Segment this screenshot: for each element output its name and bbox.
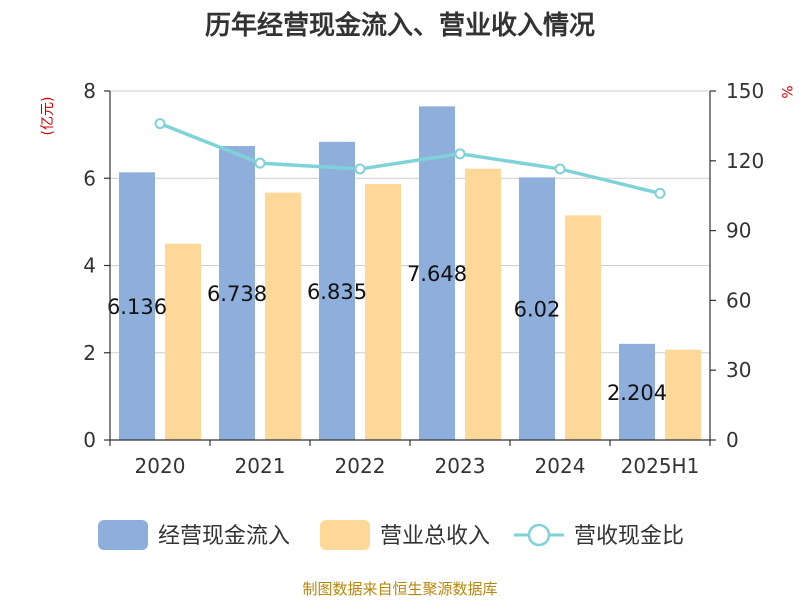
data-label: 6.02 [514, 298, 561, 322]
bar-经营现金流入 [119, 172, 155, 440]
left-tick-label: 8 [83, 79, 96, 103]
x-tick-label: 2024 [535, 454, 586, 478]
ratio-line-path [159, 121, 661, 196]
legend-label: 营收现金比 [574, 524, 684, 549]
bar-经营现金流入 [419, 106, 455, 440]
left-tick-label: 6 [83, 166, 96, 190]
legend-swatch [98, 520, 148, 550]
data-label: 6.738 [207, 282, 267, 306]
bar-经营现金流入 [319, 141, 355, 440]
right-tick-label: 120 [726, 149, 764, 173]
x-tick-label: 2021 [235, 454, 286, 478]
left-tick-label: 2 [83, 341, 96, 365]
data-label: 2.204 [607, 381, 667, 405]
x-tick-label: 2025H1 [621, 454, 700, 478]
ratio-line [154, 118, 666, 199]
x-tick-label: 2023 [435, 454, 486, 478]
bar-经营现金流入 [619, 343, 655, 440]
legend-label: 经营现金流入 [158, 524, 290, 549]
left-tick-label: 4 [83, 254, 96, 278]
bar-营业总收入 [465, 168, 501, 440]
right-tick-label: 150 [726, 79, 764, 103]
axes: 0 2 4 6 8 0 30 60 90 120 150 2020 2021 2022 2023 2024 20… [83, 79, 764, 478]
bar-经营现金流入 [219, 146, 255, 440]
bar-营业总收入 [665, 349, 701, 440]
x-tick-label: 2022 [335, 454, 386, 478]
left-tick-label: 0 [83, 428, 96, 452]
right-axis-unit: % [778, 85, 794, 98]
ratio-point [354, 163, 366, 175]
source-note: 制图数据来自恒生聚源数据库 [302, 580, 497, 598]
ratio-point [654, 187, 666, 199]
gridlines [110, 90, 710, 354]
data-label: 6.835 [307, 280, 367, 304]
data-labels: 6.136 6.738 6.835 7.648 6.02 2.204 [107, 262, 667, 405]
right-tick-label: 90 [726, 219, 751, 243]
x-tick-label: 2020 [135, 454, 186, 478]
right-tick-label: 60 [726, 288, 751, 312]
bar-营业总收入 [565, 215, 601, 440]
bar-营业总收入 [265, 192, 301, 440]
bar-营业总收入 [365, 183, 401, 440]
data-label: 7.648 [407, 262, 467, 286]
legend: 经营现金流入 营业总收入 营收现金比 [98, 520, 684, 550]
legend-marker [527, 523, 551, 547]
chart-title: 历年经营现金流入、营业收入情况 [205, 10, 595, 41]
bars [119, 106, 701, 440]
right-tick-label: 30 [726, 358, 751, 382]
ratio-point [454, 148, 466, 160]
ratio-point [254, 157, 266, 169]
right-tick-label: 0 [726, 428, 739, 452]
left-axis-unit: (亿元) [40, 97, 56, 136]
legend-label: 营业总收入 [380, 524, 490, 549]
ratio-point [554, 163, 566, 175]
ratio-point [154, 118, 166, 130]
legend-swatch [320, 520, 370, 550]
bar-营业总收入 [165, 243, 201, 440]
bar-经营现金流入 [519, 177, 555, 440]
data-label: 6.136 [107, 295, 167, 319]
